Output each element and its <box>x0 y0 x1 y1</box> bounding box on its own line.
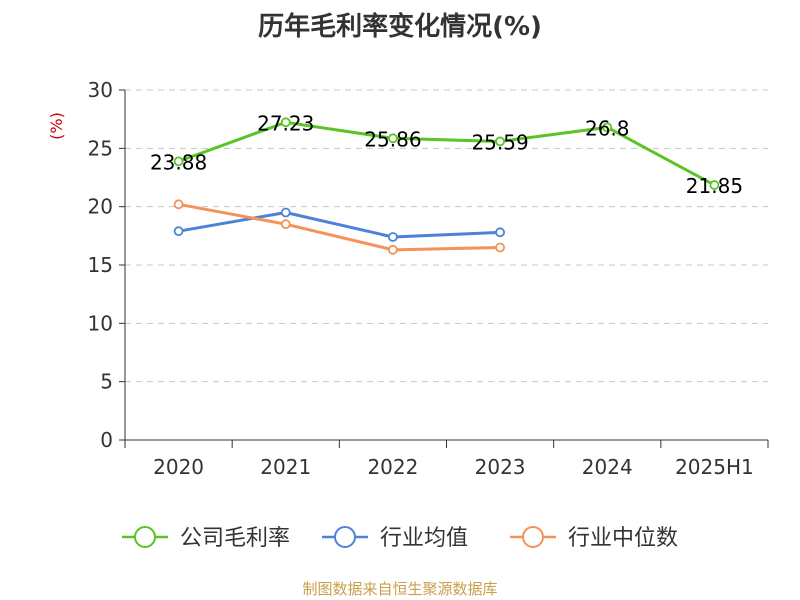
x-tick-label: 2024 <box>582 455 633 479</box>
y-tick-label: 30 <box>88 78 113 102</box>
chart-title: 历年毛利率变化情况(%) <box>258 12 542 42</box>
data-point <box>495 227 505 238</box>
data-point <box>709 180 720 190</box>
data-point <box>280 219 291 230</box>
x-tick-label: 2022 <box>367 455 418 479</box>
x-tick-label: 2023 <box>475 455 526 479</box>
grid-lines <box>125 89 768 383</box>
data-point <box>173 226 184 237</box>
y-tick-label: 15 <box>88 253 113 277</box>
legend-label: 行业均值 <box>380 526 468 551</box>
series-lines <box>173 117 720 255</box>
data-point <box>495 242 505 253</box>
data-label: 27.23 <box>257 111 314 135</box>
data-point <box>388 133 398 144</box>
y-tick-label: 25 <box>88 136 113 160</box>
data-point <box>173 199 184 210</box>
data-label: 25.59 <box>471 130 528 154</box>
y-tick-label: 20 <box>88 195 113 219</box>
legend-label: 行业中位数 <box>568 526 678 551</box>
x-tick-label: 2021 <box>260 455 311 479</box>
axes: 0 5 10 15 20 25 30 2020 2021 2022 2023 2024 2025H1 (%… <box>47 78 769 479</box>
legend-item-1[interactable]: 行业均值 <box>322 526 468 551</box>
y-tick-label: 5 <box>100 370 113 394</box>
y-axis-label: (%) <box>47 112 66 140</box>
legend-marker <box>522 526 544 548</box>
y-tick-label: 0 <box>100 428 113 452</box>
legend-item-2[interactable]: 行业中位数 <box>510 526 678 551</box>
data-point <box>280 117 291 128</box>
data-labels: 23.88 27.23 25.86 25.59 26.8 21.85 <box>150 111 743 198</box>
legend-marker <box>134 526 156 548</box>
data-label: 26.8 <box>585 116 630 140</box>
data-label: 25.86 <box>364 127 421 151</box>
series-line-1 <box>178 211 501 239</box>
legend-label: 公司毛利率 <box>180 526 290 551</box>
x-tick-label: 2020 <box>153 455 204 479</box>
series-line-0 <box>178 120 716 187</box>
data-point <box>280 207 291 218</box>
x-tick-label: 2025H1 <box>675 455 754 479</box>
data-point <box>388 232 398 242</box>
data-point <box>388 244 398 255</box>
series-line-2 <box>178 202 501 252</box>
legend-marker <box>334 526 356 548</box>
data-point <box>602 122 613 133</box>
legend-item-0[interactable]: 公司毛利率 <box>122 526 290 551</box>
source-note: 制图数据来自恒生聚源数据库 <box>302 580 498 598</box>
data-label: 23.88 <box>150 150 207 174</box>
legend[interactable]: 公司毛利率 行业均值 行业中位数 <box>122 526 678 551</box>
data-point <box>173 156 184 167</box>
data-point <box>495 136 505 147</box>
y-tick-label: 10 <box>88 311 113 335</box>
data-label: 21.85 <box>686 174 743 198</box>
